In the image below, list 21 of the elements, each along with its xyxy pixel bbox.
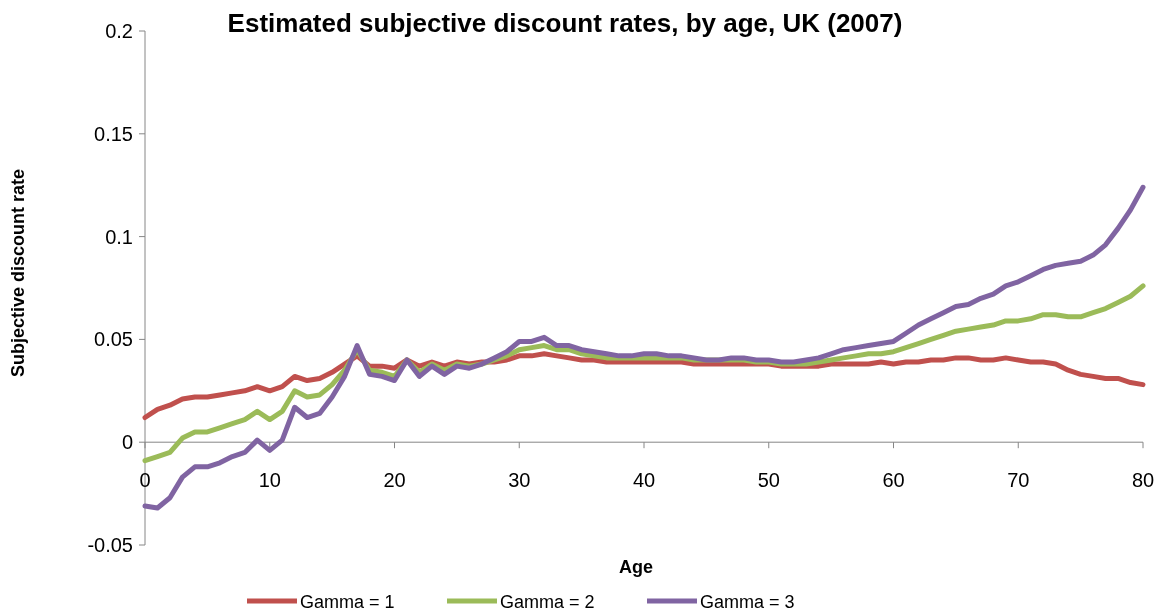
y-tick-label: 0.1 bbox=[105, 225, 133, 248]
chart-title: Estimated subjective discount rates, by age, UK (2007) bbox=[227, 8, 903, 38]
x-tick-label: 10 bbox=[258, 469, 281, 492]
x-tick-label: 60 bbox=[882, 469, 905, 492]
y-tick-label: 0 bbox=[121, 431, 133, 454]
x-tick-label: 80 bbox=[1131, 469, 1155, 492]
x-tick-label: 20 bbox=[383, 469, 406, 492]
x-tick-label: 50 bbox=[757, 469, 780, 492]
legend-label: Gamma = 2 bbox=[500, 592, 595, 612]
x-axis-title: Age bbox=[618, 557, 654, 577]
x-tick-label: 40 bbox=[632, 469, 656, 492]
x-tick-label: 0 bbox=[139, 469, 151, 492]
y-axis-title: Subjective discount rate bbox=[8, 168, 28, 378]
legend-label: Gamma = 1 bbox=[300, 592, 395, 612]
x-tick-label: 30 bbox=[508, 469, 531, 492]
y-tick-label: -0.05 bbox=[87, 534, 133, 556]
x-tick-label: 70 bbox=[1007, 469, 1030, 492]
y-tick-label: 0.15 bbox=[94, 122, 133, 145]
y-tick-label: 0.2 bbox=[105, 20, 133, 42]
legend-label: Gamma = 3 bbox=[700, 592, 795, 612]
y-tick-label: 0.05 bbox=[94, 328, 133, 351]
